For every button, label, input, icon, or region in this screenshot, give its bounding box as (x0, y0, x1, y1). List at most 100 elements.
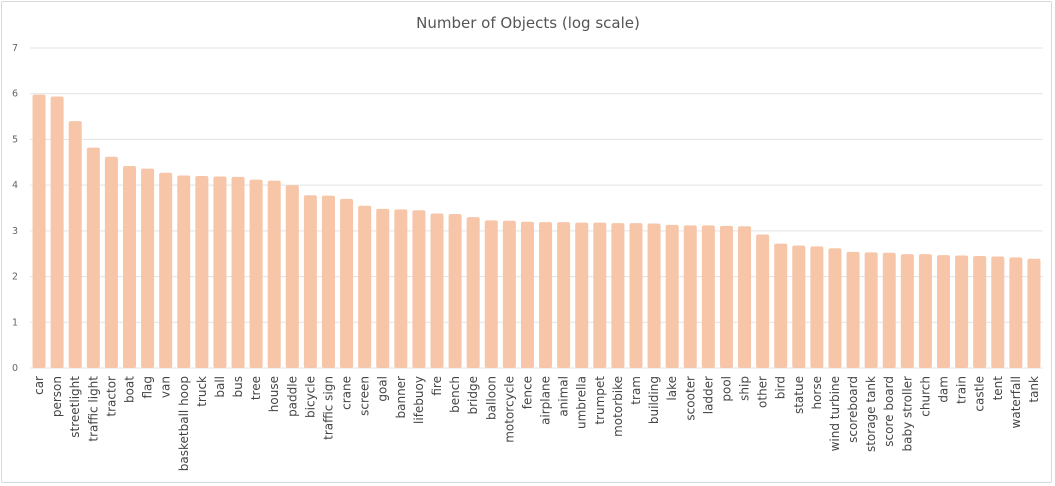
bar (756, 234, 770, 368)
x-tick-label: tent (991, 376, 1005, 401)
x-tick-label: umbrella (575, 376, 589, 429)
bar (394, 209, 408, 368)
bar (611, 223, 625, 368)
bar (810, 246, 824, 368)
bar (792, 245, 806, 368)
x-tick-label: tram (629, 376, 643, 405)
bar (864, 252, 878, 368)
x-tick-label: ball (213, 376, 227, 398)
x-tick-label: baby stroller (900, 376, 914, 452)
bar (231, 176, 245, 368)
x-tick-label: scoreboard (846, 376, 860, 443)
x-tick-label: goal (376, 376, 390, 402)
x-tick-label: horse (810, 376, 824, 410)
x-tick-label: boat (122, 376, 136, 403)
x-tick-label: van (159, 376, 173, 398)
x-tick-label: paddle (285, 376, 299, 417)
x-tick-label: screen (358, 376, 372, 416)
x-tick-label: fence (520, 376, 534, 409)
x-tick-label: lake (665, 376, 679, 401)
x-tick-label: fire (430, 376, 444, 396)
bar (774, 243, 788, 368)
bar (665, 224, 679, 368)
x-tick-label: traffic light (86, 376, 100, 442)
bar (376, 208, 390, 368)
x-tick-label: animal (557, 376, 571, 417)
x-tick-label: bicycle (303, 376, 317, 418)
bar (1027, 258, 1041, 368)
bar (285, 185, 299, 368)
bar (448, 213, 462, 368)
y-tick-label: 2 (12, 272, 18, 283)
x-tick-label: balloon (484, 376, 498, 420)
bar (159, 172, 173, 368)
x-tick-label: bird (774, 376, 788, 399)
bar (484, 220, 498, 368)
x-tick-label: car (32, 376, 46, 395)
x-tick-label: dam (937, 376, 951, 403)
y-tick-label: 7 (12, 43, 18, 54)
bars (32, 94, 1041, 369)
bar (358, 205, 372, 368)
x-tick-label: bridge (466, 376, 480, 415)
bar (141, 168, 155, 368)
bar (882, 252, 896, 368)
y-tick-label: 3 (12, 226, 18, 237)
x-tick-label: train (955, 376, 969, 404)
x-tick-label: building (647, 376, 661, 424)
bar (340, 198, 354, 368)
x-tick-label: bench (448, 376, 462, 413)
y-tick-label: 0 (12, 363, 18, 374)
x-tick-label: scooter (683, 376, 697, 421)
bar (575, 222, 589, 368)
x-tick-label: trumpet (593, 376, 607, 425)
bar (104, 156, 118, 368)
x-tick-label: tank (1027, 376, 1041, 403)
y-axis-ticks: 0 1 2 3 4 5 6 7 (12, 43, 18, 374)
bar (900, 254, 914, 368)
x-tick-label: ship (738, 376, 752, 401)
x-tick-label: ladder (701, 376, 715, 414)
x-tick-label: house (267, 376, 281, 412)
bar (122, 165, 137, 368)
x-tick-label: flag (141, 376, 155, 399)
bar (466, 217, 480, 368)
bar (32, 94, 46, 368)
x-tick-label: storage tank (864, 376, 878, 452)
bar (213, 176, 227, 368)
x-tick-label: basketball hoop (177, 376, 191, 471)
x-tick-label: bus (231, 376, 245, 397)
y-tick-label: 6 (12, 89, 18, 100)
bar (738, 226, 752, 368)
bar (593, 222, 607, 368)
bar (846, 251, 860, 368)
x-tick-label: crane (340, 376, 354, 410)
x-tick-label: other (756, 376, 770, 408)
x-tick-label: score board (882, 376, 896, 447)
x-tick-label: lifebuoy (412, 376, 426, 424)
bar (520, 221, 534, 368)
bar (430, 213, 444, 368)
x-tick-label: waterfall (1009, 376, 1023, 428)
x-tick-label: truck (195, 376, 209, 407)
bar (68, 121, 82, 369)
bar (86, 147, 100, 368)
x-tick-label: church (918, 376, 932, 417)
x-tick-label: tractor (104, 376, 118, 417)
x-tick-label: pool (719, 376, 733, 402)
bar (412, 210, 426, 368)
bar (303, 195, 317, 368)
x-axis-labels: car person streetlight traffic light tractor… (32, 376, 1041, 471)
x-tick-label: castle (973, 376, 987, 412)
x-tick-label: motorcycle (502, 376, 516, 443)
bar (539, 222, 553, 368)
x-tick-label: wind turbine (828, 376, 842, 451)
x-tick-label: tree (249, 376, 263, 400)
x-tick-label: airplane (539, 376, 553, 425)
bar (50, 96, 64, 368)
chart-title: Number of Objects (log scale) (416, 14, 640, 32)
bar (973, 256, 987, 368)
y-tick-label: 4 (12, 180, 18, 191)
bar (195, 176, 209, 368)
